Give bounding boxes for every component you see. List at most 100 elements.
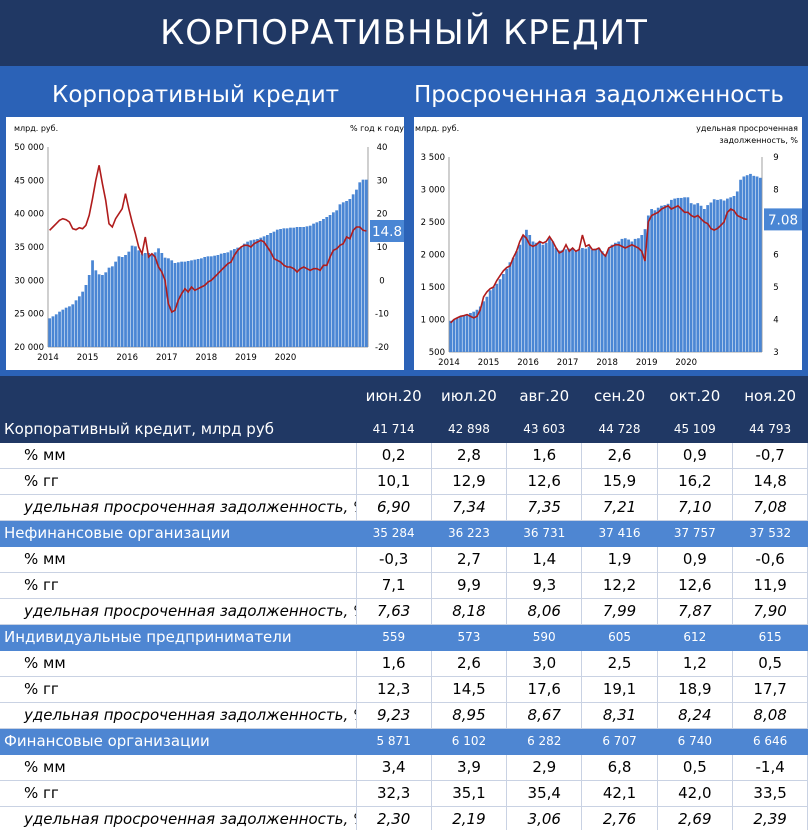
bar [190,260,193,347]
bar [462,314,466,352]
bar [143,253,147,347]
row-value: -0,7 [732,442,808,469]
bar [269,233,273,347]
right-axis-unit: % год к году [350,124,404,133]
last-value-label: 7.08 [768,212,798,228]
right-axis-unit-line: задолженность, % [719,136,798,145]
bar [137,250,141,347]
bar [216,255,220,347]
section-row: Нефинансовые организации 35 284 36 223 36 7… [0,520,808,547]
bar [219,253,223,347]
bar [259,237,263,347]
row-value: 0,5 [657,754,733,781]
row-value: -0,3 [356,546,432,573]
bar [203,257,207,347]
bar [193,259,197,347]
bar [124,255,127,347]
bar [51,316,55,347]
right-tick-label: -20 [375,343,389,353]
row-value: 9,3 [506,572,583,599]
row-value: 7,35 [506,494,583,521]
bar [338,204,342,347]
bar [160,253,164,347]
bar [745,175,749,352]
row-value: 17,7 [732,676,808,703]
bar [153,252,157,347]
right-tick-label: 0 [379,276,384,286]
bar [298,227,302,347]
bar [170,260,174,347]
bar [68,306,71,347]
left-tick-label: 20 000 [14,343,44,353]
section-value: 6 282 [506,728,582,755]
bar [646,215,650,352]
bar [643,229,647,352]
section-value: 37 757 [657,520,733,547]
bar [130,245,134,347]
bar [478,306,482,352]
data-table: июн.20 июл.20 авг.20 сен.20 окт.20 ноя.20 Корп… [0,376,808,830]
page-title: КОРПОРАТИВНЫЙ КРЕДИТ [0,0,808,66]
x-tick-label: 2019 [235,353,257,363]
row-label: удельная просроченная задолженность, % [0,494,357,521]
row-value: 2,69 [657,806,733,830]
bar [706,205,710,352]
bar [518,244,522,352]
bar [61,309,65,347]
bar [77,296,81,347]
bar [87,275,91,347]
right-tick-label: 40 [377,143,388,153]
bar [696,203,700,352]
bar [242,243,246,347]
row-value: 3,9 [431,754,508,781]
bar [84,285,88,347]
bar [335,210,339,347]
table-row: % мм 1,6 2,6 3,0 2,5 1,2 0,5 [0,650,808,677]
bar [262,236,266,347]
left-axis-unit: млрд. руб. [14,124,58,133]
bar [656,207,660,352]
bar [256,239,259,347]
section-value: 43 603 [506,416,582,443]
row-value: 8,24 [657,702,733,729]
table-row: удельная просроченная задолженность, % 6,… [0,494,808,521]
row-value: 2,30 [356,806,432,830]
bar [322,219,325,347]
row-value: 3,06 [506,806,583,830]
bar [305,226,309,347]
bar [265,235,269,347]
table-row: удельная просроченная задолженность, % 7,… [0,598,808,625]
bar [653,210,657,352]
section-value: 44 793 [732,416,808,443]
bar [180,261,183,347]
x-tick-label: 2020 [675,358,697,368]
row-value: 2,8 [431,442,508,469]
left-chart-title: Корпоративный кредит [52,82,340,108]
bar [58,311,61,347]
row-value: 7,90 [732,598,808,625]
bar [315,222,319,347]
bar [213,255,216,347]
bar [150,253,154,347]
bar [127,251,131,347]
bar [348,199,352,347]
bar [551,241,555,352]
bar [699,205,703,352]
row-value: 6,90 [356,494,432,521]
bar [515,251,518,352]
bar [686,197,690,352]
row-value: 12,2 [581,572,658,599]
row-value: 1,9 [581,546,658,573]
row-value: 1,6 [506,442,583,469]
row-label: % гг [0,572,357,599]
right-chart-title: Просроченная задолженность [414,82,784,108]
bar [511,257,515,352]
row-value: 3,4 [356,754,432,781]
bar [640,235,644,352]
x-tick-label: 2014 [37,353,59,363]
row-value: 9,9 [431,572,508,599]
row-value: 7,21 [581,494,658,521]
row-value: 0,9 [657,546,733,573]
row-value: 7,34 [431,494,508,521]
x-tick-label: 2014 [438,358,460,368]
